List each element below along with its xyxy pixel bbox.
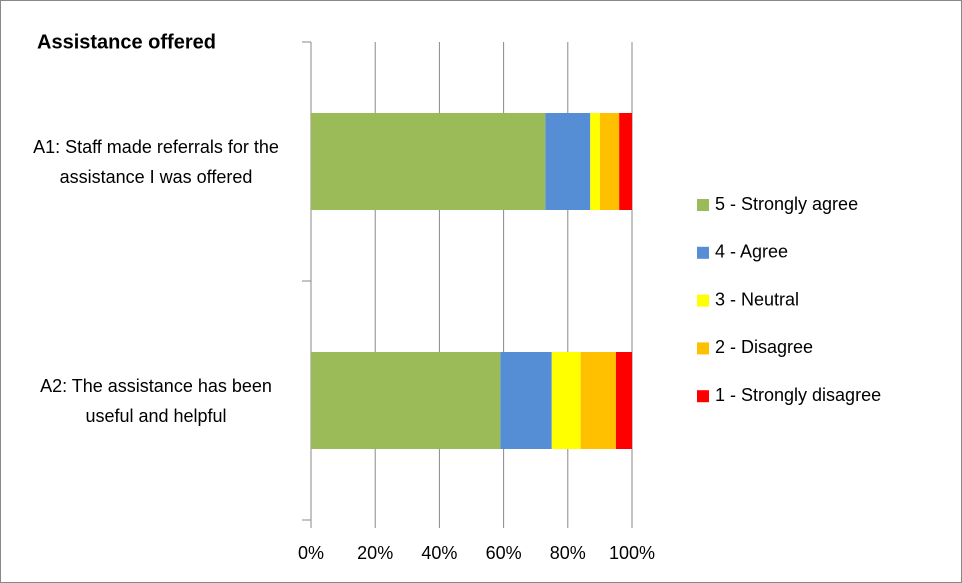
x-tick-label: 20% [357,543,393,563]
bar-segment [590,113,600,210]
x-tick-label: 100% [609,543,655,563]
bar-segment [500,352,552,449]
legend-swatch [697,390,709,403]
legend-label: 4 - Agree [715,242,788,262]
y-tick-label: A2: The assistance has been useful and h… [40,375,272,426]
legend-label: 3 - Neutral [715,289,799,309]
bar-segment [615,352,632,449]
bar-segment [545,113,591,210]
bar-segment [580,352,616,449]
y-tick-label: A1: Staff made referrals for the assista… [33,136,279,187]
legend-label: 1 - Strongly disagree [715,385,881,405]
x-tick-label: 0% [298,543,324,563]
bar-segment [311,113,546,210]
legend-label: 5 - Strongly agree [715,194,858,214]
legend-swatch [697,342,709,355]
legend-swatch [697,199,709,211]
bar-segment [599,113,620,210]
legend-swatch [697,246,709,259]
chart-title: Assistance offered [37,31,216,53]
bar-segment [311,352,501,449]
legend-label: 2 - Disagree [715,337,813,357]
x-tick-label: 60% [486,543,522,563]
legend-swatch [697,294,709,307]
bar-segment [619,113,632,210]
x-tick-label: 80% [550,543,586,563]
bar-segment [551,352,581,449]
x-tick-label: 40% [421,543,457,563]
